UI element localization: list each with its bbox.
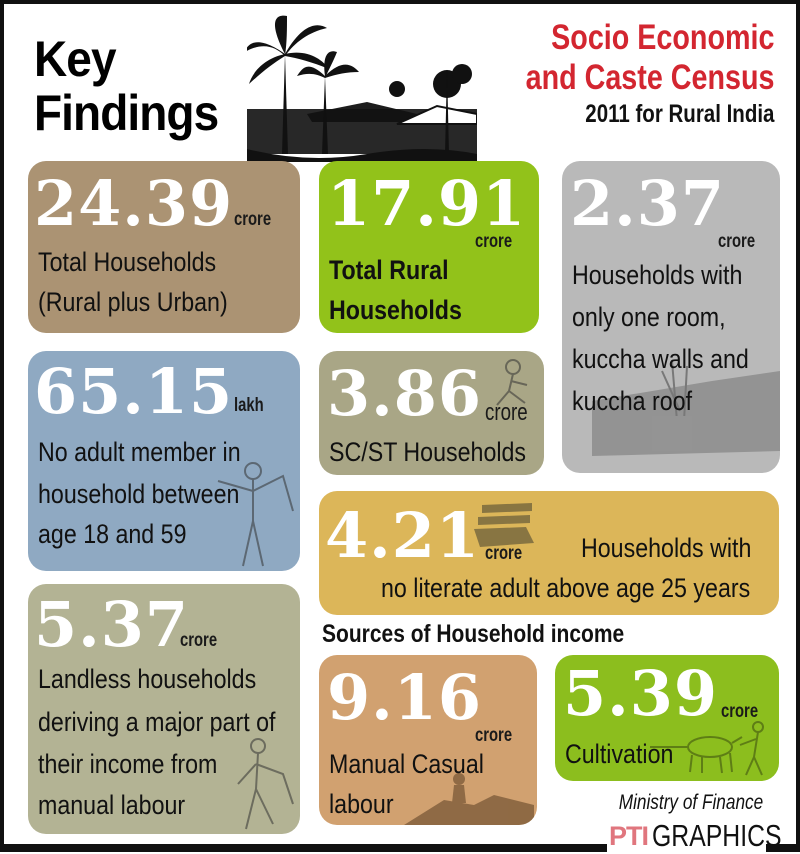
card-landless-households: 5.37 crore Landless households deriving … [28, 584, 300, 834]
stat-desc-line: manual labour [38, 790, 186, 820]
stat-desc-line: No adult member in [38, 437, 241, 467]
census-title: Socio Economic and Caste Census 2011 for… [471, 18, 774, 130]
stat-value: 5.39 [563, 657, 719, 730]
title-line3: 2011 for Rural India [584, 100, 774, 128]
stat-desc-line: (Rural plus Urban) [38, 287, 228, 317]
card-one-room-kuccha: 2.37 crore Households with only one room… [562, 161, 780, 473]
stat-unit: crore [234, 209, 272, 230]
stat-value: 9.16 [327, 661, 483, 734]
stat-desc-line: kuccha walls and [572, 344, 749, 374]
card-no-adult-member: 65.15 lakh No adult member in household … [28, 351, 300, 571]
stat-desc-line: kuccha roof [572, 386, 693, 416]
stat-value: 24.39 [34, 167, 234, 240]
title-line2: and Caste Census [525, 58, 774, 97]
stat-unit: crore [718, 231, 756, 252]
seated-person-illustration [496, 359, 528, 406]
stat-unit: crore [475, 231, 513, 252]
pti-graphics-logo: PTI GRAPHICS [609, 818, 800, 854]
card-total-rural-households: 17.91 crore Total Rural Households [319, 161, 539, 333]
stat-unit: lakh [234, 395, 264, 416]
stat-unit: crore [721, 701, 759, 722]
stat-unit: crore [485, 543, 523, 564]
frame-bottom-right [766, 844, 796, 852]
hut-illustration [592, 361, 780, 456]
stat-desc-line: Total Rural [329, 255, 449, 285]
village-palm-trees-illustration [247, 15, 477, 162]
pti-logo: PTI [609, 820, 649, 851]
key-findings-line1: Key [34, 31, 117, 87]
stat-desc-line: Manual Casual [329, 749, 484, 779]
stat-desc-line: Landless households [38, 664, 257, 694]
stat-value: 3.86 [327, 357, 483, 430]
stat-desc-line: SC/ST Households [329, 437, 527, 467]
stat-desc-line: Households [329, 295, 462, 325]
brick-worker-illustration [404, 773, 534, 825]
stat-desc-line: Households with [572, 260, 743, 290]
source-credit: Ministry of Finance [618, 791, 763, 814]
key-findings-heading: Key Findings [34, 31, 219, 141]
stat-value: 17.91 [327, 167, 527, 240]
stat-desc-line: deriving a major part of [38, 707, 276, 737]
stat-unit: crore [475, 725, 513, 746]
frame-bottom-left [4, 844, 607, 852]
stat-unit: crore [180, 630, 218, 651]
stat-value: 65.15 [34, 355, 234, 428]
stat-desc-line: their income from [38, 749, 218, 779]
stat-desc-line: household between [38, 479, 240, 509]
stat-value: 5.37 [34, 588, 190, 661]
card-total-households: 24.39 crore Total Households (Rural plus… [28, 161, 300, 333]
stat-desc-line: only one room, [572, 302, 726, 332]
stat-desc-line: Total Households [38, 247, 217, 277]
stat-desc-line: Households with [581, 533, 752, 563]
stat-desc-line: age 18 and 59 [38, 519, 187, 549]
card-no-literate-adult: 4.21 crore Households with no literate a… [319, 491, 779, 615]
card-cultivation: 5.39 crore Cultivation [555, 655, 779, 781]
card-manual-casual-labour: 9.16 crore Manual Casual labour [319, 655, 537, 825]
key-findings-line2: Findings [34, 85, 219, 141]
income-sources-heading: Sources of Household income [322, 620, 625, 648]
stat-unit: crore [485, 399, 528, 426]
stat-desc-line: labour [329, 789, 394, 819]
stat-desc-line: Cultivation [565, 739, 674, 769]
title-line1: Socio Economic [550, 18, 774, 57]
stat-desc-line: no literate adult above age 25 years [381, 573, 751, 603]
stat-value: 2.37 [570, 167, 726, 240]
books-icon [474, 503, 534, 547]
card-sc-st-households: 3.86 crore SC/ST Households [319, 351, 544, 475]
stat-value: 4.21 [325, 499, 481, 572]
worker-illustration [217, 462, 294, 567]
plough-bullock-illustration [650, 721, 764, 776]
labourer-illustration [237, 738, 294, 830]
graphics-label: GRAPHICS [652, 818, 782, 853]
